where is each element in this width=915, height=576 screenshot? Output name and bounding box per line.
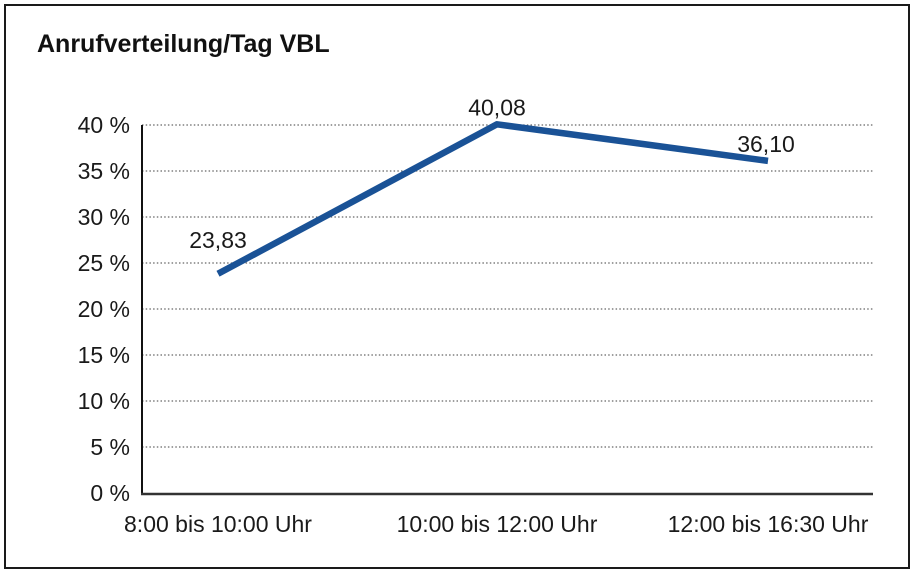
x-category-label: 8:00 bis 10:00 Uhr [124,511,312,537]
y-tick-label: 35 % [78,158,130,184]
y-tick-label: 30 % [78,204,130,230]
y-tick-label: 5 % [90,434,130,460]
x-category-label: 10:00 bis 12:00 Uhr [397,511,598,537]
y-tick-label: 40 % [78,112,130,138]
data-point-label: 23,83 [189,227,247,253]
data-point-label: 36,10 [737,131,795,157]
data-series-line [216,121,769,277]
y-tick-label: 10 % [78,388,130,414]
y-tick-label: 25 % [78,250,130,276]
figure-border [4,4,910,569]
y-tick-label: 0 % [90,480,130,506]
chart-title: Anrufverteilung/Tag VBL [37,30,330,58]
data-point-label: 40,08 [468,94,526,120]
x-category-label: 12:00 bis 16:30 Uhr [668,511,869,537]
y-tick-label: 15 % [78,342,130,368]
y-tick-label: 20 % [78,296,130,322]
